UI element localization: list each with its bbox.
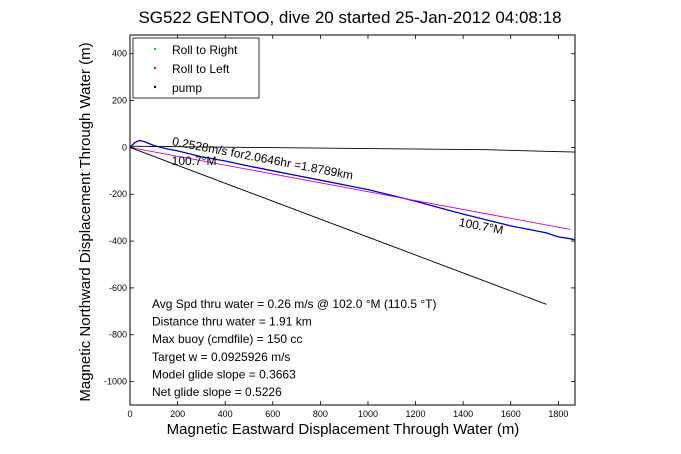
- x-tick-label: 0: [127, 409, 132, 419]
- stats-line: Net glide slope = 0.5226: [152, 385, 282, 399]
- x-tick-label: 600: [265, 409, 280, 419]
- x-tick-label: 1600: [501, 409, 521, 419]
- series-line-1: [129, 146, 571, 230]
- stats-line: Avg Spd thru water = 0.26 m/s @ 102.0 °M…: [152, 297, 436, 311]
- chart-title: SG522 GENTOO, dive 20 started 25-Jan-201…: [138, 8, 561, 27]
- y-tick-label: -200: [109, 189, 127, 199]
- stats-line: Target w = 0.0925926 m/s: [152, 350, 290, 364]
- x-axis-label: Magnetic Eastward Displacement Through W…: [167, 421, 520, 438]
- y-tick-label: -1000: [104, 377, 127, 387]
- stats-line: Model glide slope = 0.3663: [152, 367, 296, 381]
- y-tick-label: -400: [109, 236, 127, 246]
- y-tick-label: -600: [109, 283, 127, 293]
- x-tick-label: 1000: [358, 409, 378, 419]
- x-tick-label: 1800: [548, 409, 568, 419]
- x-tick-label: 400: [218, 409, 233, 419]
- legend-label: pump: [172, 81, 202, 95]
- legend-marker: [153, 66, 157, 70]
- data-series: [129, 139, 576, 305]
- y-tick-label: 0: [122, 142, 127, 152]
- series-line-2: [129, 146, 547, 305]
- x-tick-label: 800: [313, 409, 328, 419]
- legend-label: Roll to Right: [172, 43, 238, 57]
- y-tick-label: 200: [112, 96, 127, 106]
- legend-marker: [153, 85, 157, 89]
- stats-line: Distance thru water = 1.91 km: [152, 315, 312, 329]
- legend-marker: [153, 47, 157, 51]
- y-tick-label: -800: [109, 330, 127, 340]
- series-line-3: [129, 145, 576, 153]
- x-tick-label: 1200: [406, 409, 426, 419]
- annotation-text: 100.7°M: [172, 154, 217, 168]
- y-axis-label: Magnetic Northward Displacement Through …: [77, 42, 94, 401]
- stats-block: Avg Spd thru water = 0.26 m/s @ 102.0 °M…: [152, 297, 436, 399]
- y-tick-label: 400: [112, 49, 127, 59]
- stats-line: Max buoy (cmdfile) = 150 cc: [152, 332, 302, 346]
- axis-ticks: 0 200 400 600 800 1000 1200 1400 1600 1800 400 200 0…: [104, 35, 575, 419]
- legend: Roll to Right Roll to Left pump: [132, 37, 260, 99]
- x-tick-label: 200: [170, 409, 185, 419]
- x-tick-label: 1400: [453, 409, 473, 419]
- legend-label: Roll to Left: [172, 62, 230, 76]
